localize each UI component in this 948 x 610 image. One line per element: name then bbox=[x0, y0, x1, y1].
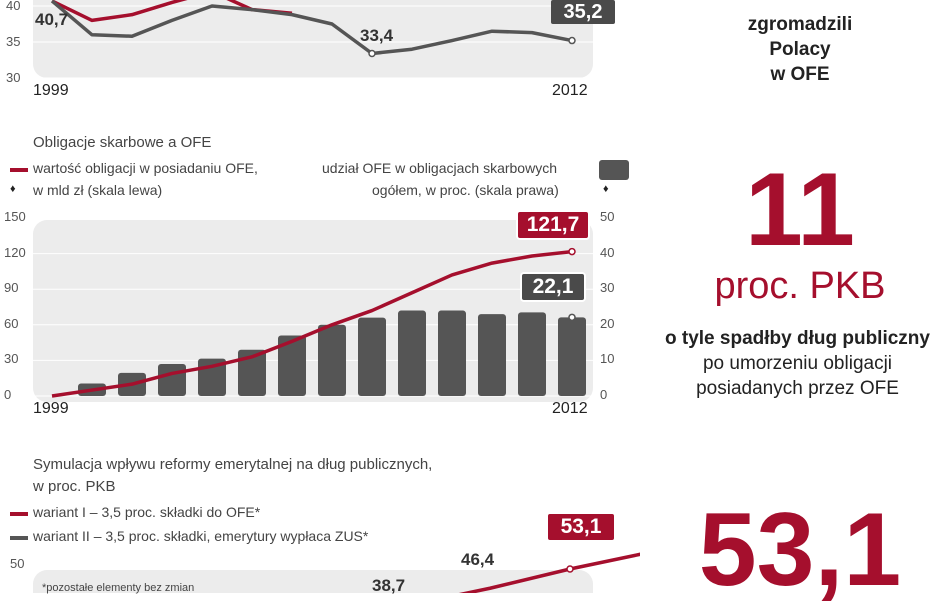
p1-label-end: 35,2 bbox=[551, 0, 615, 24]
p2-left-tick: 90 bbox=[4, 280, 19, 296]
panel2-svg bbox=[33, 217, 593, 402]
p2-bar-2006 bbox=[318, 324, 346, 396]
p1-point bbox=[568, 36, 576, 45]
legend-bar-swatch bbox=[599, 160, 629, 180]
p2-bar-2012 bbox=[558, 317, 586, 396]
p3-footnote: *pozostałe elementy bez zmian bbox=[42, 582, 195, 594]
p2-left-tick: 0 bbox=[4, 387, 12, 402]
p2-bar-2007 bbox=[358, 317, 386, 396]
big-number-11: 11 bbox=[745, 152, 855, 268]
p2-x-end: 2012 bbox=[552, 400, 588, 417]
right-top-line-1: zgromadzili bbox=[747, 14, 853, 35]
p2-left-tick: 60 bbox=[4, 315, 19, 331]
p2-right-tick: 50 bbox=[600, 209, 615, 224]
p3-ytick-50: 50 bbox=[10, 556, 25, 571]
right-top-line-2: Polacy bbox=[769, 39, 831, 60]
p1-series-line-2 bbox=[50, 0, 573, 56]
p2-right-tick: 20 bbox=[600, 315, 615, 331]
legend-line-swatch bbox=[10, 168, 28, 172]
p1-ytick-35: 35 bbox=[6, 34, 21, 49]
p2-bar-end-point bbox=[568, 313, 576, 322]
p2-line-end-point bbox=[568, 247, 576, 256]
panel3: 50 *pozostałe elementy bez zmian 38,7 46… bbox=[0, 514, 654, 610]
panel3-title-2: w proc. PKB bbox=[33, 478, 116, 495]
panel1: 40 35 30 1999 2012 40,7 33,4 35,2 bbox=[0, 0, 620, 108]
p1-point bbox=[368, 49, 376, 58]
legend-marker-icon-right: ♦ bbox=[603, 183, 609, 195]
legend-variant1-swatch bbox=[10, 512, 28, 516]
p2-bar-2005 bbox=[278, 335, 306, 396]
panel3-title-1: Symulacja wpływu reformy emerytalnej na … bbox=[33, 456, 433, 473]
legend-line-text-1: wartość obligacji w posiadaniu OFE, bbox=[33, 160, 258, 176]
big-number-53: 53,1 bbox=[698, 492, 902, 608]
legend-bar-text-1: udział OFE w obligacjach skarbowych bbox=[322, 160, 557, 176]
p3-point bbox=[566, 565, 574, 573]
panel1-svg bbox=[33, 0, 593, 79]
p2-x-start: 1999 bbox=[33, 400, 69, 417]
p3-label-3: 53,1 bbox=[548, 514, 614, 540]
p2-left-tick: 120 bbox=[4, 244, 26, 260]
right-mid-line-1: o tyle spadłby dług publiczny bbox=[665, 328, 930, 349]
p2-bar-2002 bbox=[158, 363, 186, 396]
p3-label-1: 38,7 bbox=[372, 576, 406, 595]
p2-bar-2004 bbox=[238, 349, 266, 396]
p2-bar-2008 bbox=[398, 310, 426, 396]
right-mid-line-3: posiadanych przez OFE bbox=[696, 378, 899, 399]
p2-line-end-label: 121,7 bbox=[518, 212, 588, 238]
p2-bar-2009 bbox=[438, 310, 466, 396]
legend-variant1-text: wariant I – 3,5 proc. składki do OFE* bbox=[33, 504, 261, 520]
p2-left-tick: 150 bbox=[4, 209, 26, 224]
legend-line-text-2: w mld zł (skala lewa) bbox=[33, 182, 163, 198]
p2-right-tick: 0 bbox=[600, 387, 608, 402]
p1-x-end: 2012 bbox=[552, 82, 588, 99]
p2-value-line bbox=[51, 249, 573, 398]
legend-bar-text-2: ogółem, w proc. (skala prawa) bbox=[372, 182, 559, 198]
panel2: 150 120 90 60 30 0 50 40 30 20 10 0 1999 2012 121,… bbox=[0, 200, 640, 420]
right-top-text: zgromadzili Polacy w OFE bbox=[650, 12, 948, 87]
p2-bar-end-label: 22,1 bbox=[522, 274, 584, 300]
p1-x-start: 1999 bbox=[33, 82, 69, 99]
unit-proc-pkb: proc. PKB bbox=[714, 265, 886, 307]
panel2-title: Obligacje skarbowe a OFE bbox=[33, 134, 212, 151]
p1-ytick-40: 40 bbox=[6, 0, 21, 13]
legend-variant2-swatch bbox=[10, 536, 28, 540]
p2-right-tick: 30 bbox=[600, 280, 615, 296]
right-mid-line-2: po umorzeniu obligacji bbox=[702, 353, 893, 374]
p2-bar-2010 bbox=[478, 314, 506, 396]
p2-right-tick: 40 bbox=[600, 244, 615, 260]
p2-left-tick: 30 bbox=[4, 351, 19, 367]
legend-variant2-text: wariant II – 3,5 proc. składki, emerytur… bbox=[33, 528, 369, 544]
p1-label-start: 40,7 bbox=[35, 10, 69, 29]
right-mid-text: o tyle spadłby dług publiczny po umorzen… bbox=[645, 326, 948, 401]
p1-ytick-30: 30 bbox=[6, 70, 21, 85]
p1-label-min: 33,4 bbox=[360, 26, 394, 45]
p2-bar-2011 bbox=[518, 312, 546, 396]
p2-right-tick: 10 bbox=[600, 351, 615, 367]
right-top-line-3: w OFE bbox=[770, 64, 830, 85]
legend-marker-icon: ♦ bbox=[10, 183, 16, 195]
p3-label-2: 46,4 bbox=[461, 550, 495, 569]
